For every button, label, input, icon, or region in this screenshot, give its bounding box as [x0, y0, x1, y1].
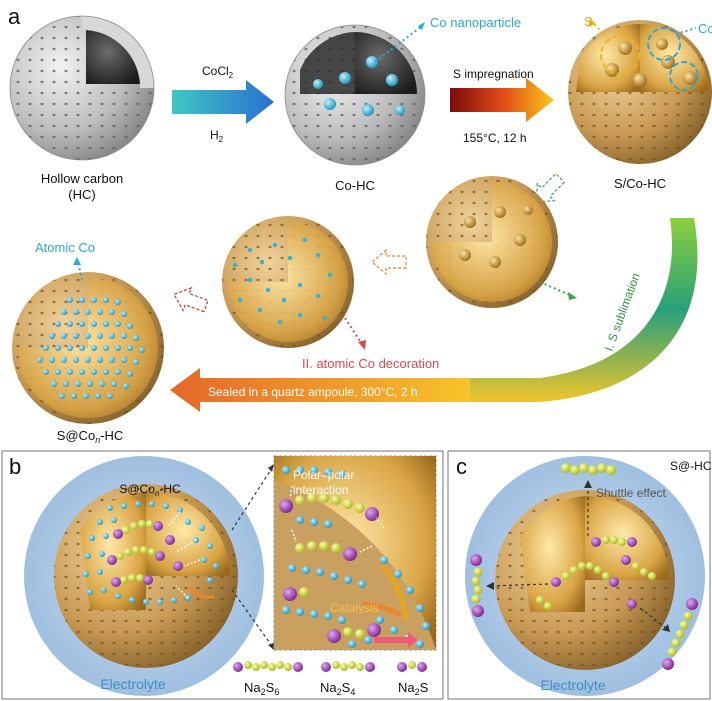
- s-con-hc-label: S@Con-HC: [57, 428, 124, 445]
- panel-c-title: S@-HC: [670, 459, 712, 473]
- legend-na2s: [397, 661, 427, 672]
- chains-inside-c: [536, 536, 656, 610]
- zoom-co-atoms: [282, 466, 430, 648]
- s-co-hc-label: S/Co-HC: [614, 176, 666, 191]
- s-hc-model-c: [495, 490, 675, 670]
- legend-na2s4-label: Na2S4: [320, 680, 355, 697]
- s-con-hc-model-b: [54, 484, 238, 668]
- reagent-h2-label: H2: [210, 128, 224, 144]
- sublimation-sphere: [426, 176, 558, 308]
- reagent-cocl2-label: CoCl2: [202, 64, 234, 80]
- dashed-green-arrow: [535, 172, 566, 203]
- interaction-arrows-b: [167, 511, 201, 599]
- shuttle-effect-label: Shuttle effect: [596, 486, 666, 500]
- dispersed-co-atoms: [232, 237, 333, 325]
- panel-b-letter: b: [9, 454, 21, 479]
- legend-na2s6: [233, 661, 303, 672]
- s-co-hc-sphere: [568, 20, 712, 164]
- panel-c: c: [447, 450, 712, 700]
- polar-interaction-label-2: interaction: [293, 483, 348, 497]
- panel-a-letter: a: [8, 4, 21, 29]
- zoom-polysulfides: [279, 493, 381, 643]
- co-cut-label: Co: [698, 21, 712, 36]
- s-con-hc-sphere: [12, 272, 164, 424]
- s-impregnation-label: S impregnation: [453, 67, 534, 81]
- co-hc-label: Co-HC: [335, 178, 375, 193]
- panel-b-title: S@Con-HC: [119, 482, 181, 498]
- dashed-orange-arrow: [371, 248, 407, 276]
- decoration-label: II. atomic Co decoration: [302, 356, 439, 371]
- hc-abbrev-label: (HC): [68, 187, 95, 202]
- panel-c-letter: c: [456, 454, 467, 479]
- escaped-chain-right: [662, 598, 698, 670]
- legend-na2s6-label: Na2S6: [244, 680, 279, 697]
- electrolyte-label-b: Electrolyte: [100, 676, 166, 692]
- escaped-chain-left: [470, 554, 484, 617]
- atomic-co-array: [37, 297, 145, 399]
- hollow-carbon-label: Hollow carbon: [41, 171, 123, 186]
- s-impregnation-arrow: [450, 78, 554, 122]
- escaped-chain-top: [561, 463, 616, 475]
- sealed-label: Sealed in a quartz ampoule, 300°C, 2 h: [208, 385, 418, 399]
- zoom-inset-b: [273, 455, 437, 651]
- panel-b: b: [1, 450, 444, 700]
- sealed-arrow: [170, 368, 470, 412]
- legend-na2s-label: Na2S: [398, 680, 429, 697]
- catalysis-label: Catalysis: [330, 601, 379, 615]
- dashed-red-arrow: [173, 286, 209, 313]
- co-nanoparticle-label: Co nanoparticle: [430, 15, 521, 30]
- polysulfide-chains-b: [107, 520, 183, 587]
- hollow-carbon-sphere: [9, 15, 155, 161]
- co-atoms-b: [83, 501, 219, 605]
- electrolyte-label-c: Electrolyte: [540, 677, 606, 693]
- coCl2-arrow: [172, 80, 274, 124]
- condition-label: 155°C, 12 h: [463, 131, 527, 145]
- co-hc-sphere: [284, 24, 426, 166]
- panel-a: a Hollow carbon (HC) CoCl2 H2: [8, 4, 712, 445]
- polar-interaction-label-1: Polar–polar: [293, 468, 354, 482]
- process-curve-arrow: [470, 218, 698, 402]
- s-label: S: [584, 14, 593, 29]
- atomic-co-label: Atomic Co: [35, 240, 95, 255]
- shuttle-arrows-c: [489, 484, 667, 629]
- legend-na2s4: [321, 661, 375, 672]
- decoration-sphere: [222, 216, 354, 348]
- co-nanoparticle-clusters: [313, 56, 405, 116]
